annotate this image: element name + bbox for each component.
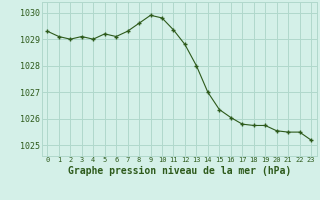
X-axis label: Graphe pression niveau de la mer (hPa): Graphe pression niveau de la mer (hPa): [68, 166, 291, 176]
